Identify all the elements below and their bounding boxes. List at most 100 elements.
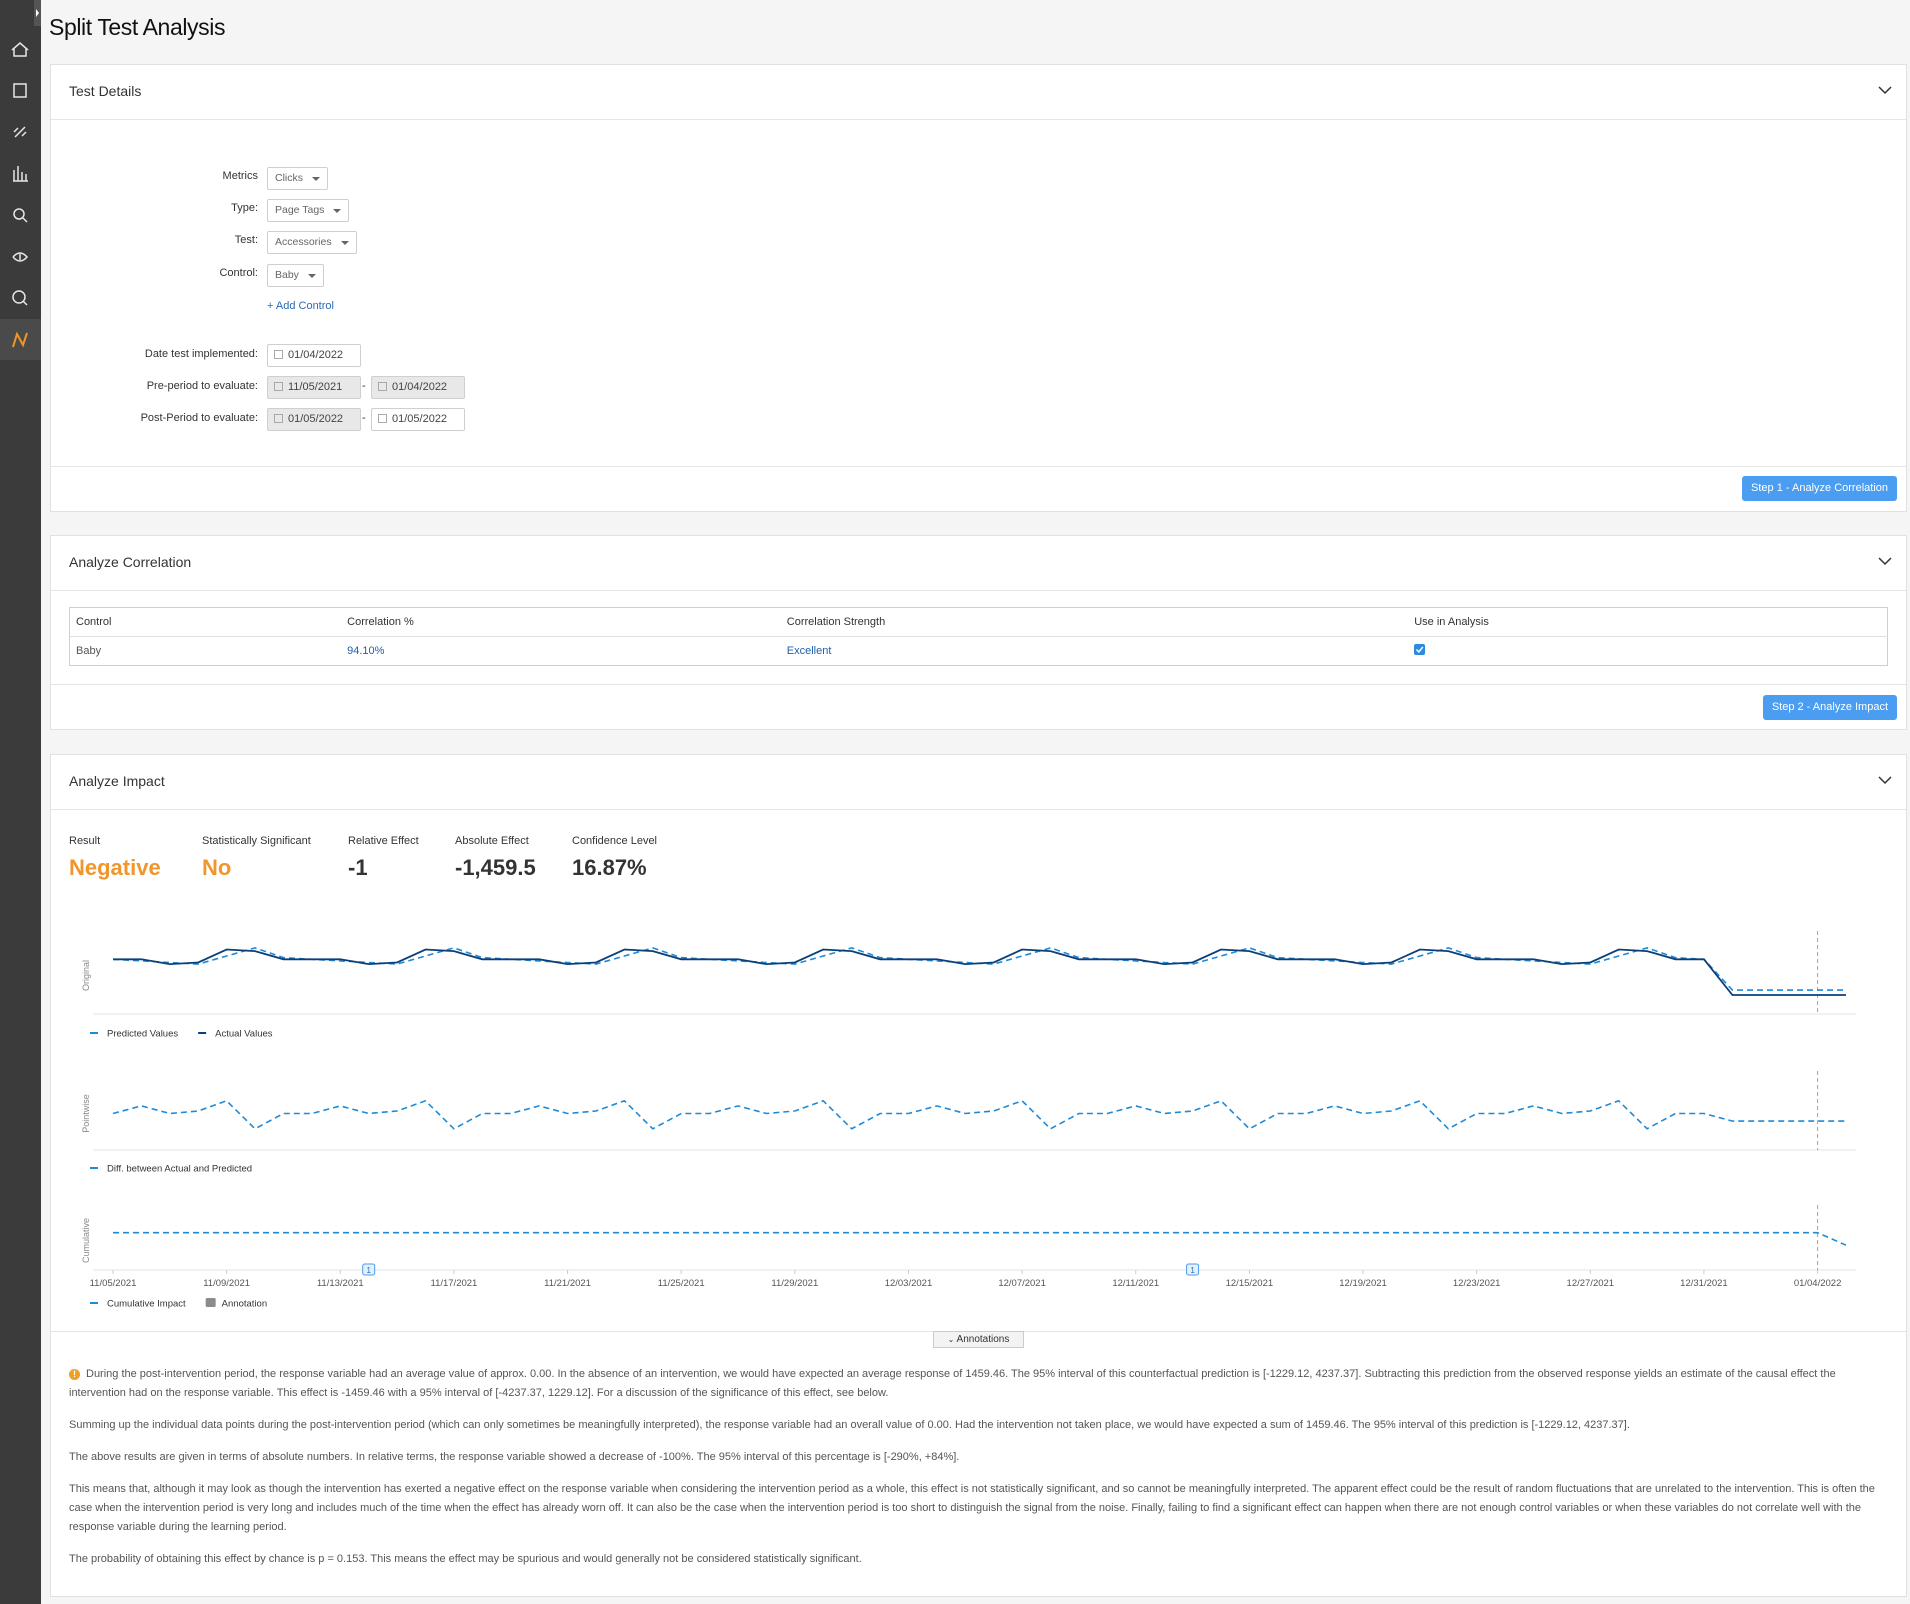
series-line	[112, 947, 1846, 991]
panel-header[interactable]: Analyze Correlation	[51, 536, 1906, 591]
page-title: Split Test Analysis	[49, 14, 226, 40]
date-separator: -	[362, 380, 366, 392]
legend-label: Cumulative Impact	[107, 1299, 186, 1310]
paragraph: ! During the post-intervention period, th…	[69, 1365, 1889, 1403]
pages-icon[interactable]	[13, 83, 27, 98]
x-tick-label: 12/07/2021	[998, 1278, 1046, 1289]
calendar-icon	[274, 414, 283, 423]
x-tick-label: 11/21/2021	[544, 1278, 591, 1289]
eye-icon[interactable]	[12, 252, 28, 262]
chart-icon[interactable]	[13, 166, 28, 182]
series-line	[113, 948, 1846, 996]
date-value: 01/04/2022	[392, 381, 448, 393]
column-header: Control	[69, 607, 342, 637]
table-cell: Excellent	[786, 645, 832, 657]
legend-label: Annotation	[222, 1299, 267, 1310]
calendar-icon	[274, 350, 283, 359]
test-details-panel: Test Details Metrics Clicks Type: Page Tags…	[50, 64, 1907, 512]
correlation-table: Control Correlation % Correlation Strength…	[69, 607, 1888, 666]
panel-header[interactable]: Analyze Impact	[51, 755, 1906, 810]
paragraph-text: The above results are given in terms of …	[69, 1451, 960, 1463]
legend-label: Actual Values	[215, 1029, 273, 1040]
analyze-impact-button[interactable]: Step 2 - Analyze Impact	[1762, 695, 1897, 720]
x-tick-label: 11/05/2021	[90, 1278, 137, 1289]
dropdown[interactable]: Page Tags	[267, 199, 350, 222]
paragraph: This means that, although it may look as…	[69, 1480, 1889, 1537]
date-value: 01/04/2022	[288, 349, 344, 361]
checkbox-checked[interactable]	[1414, 644, 1426, 655]
info-icon: !	[69, 1369, 80, 1380]
add-control-link[interactable]: + Add Control	[267, 300, 334, 312]
collapse-chevron[interactable]	[1878, 556, 1892, 566]
sidebar-icons	[0, 0, 41, 360]
x-tick-label: 12/19/2021	[1339, 1278, 1387, 1289]
date-input: 11/05/2021	[267, 376, 361, 399]
legend-label: Diff. between Actual and Predicted	[107, 1164, 252, 1175]
y-axis-title: Cumulative	[81, 1218, 91, 1263]
column-header: Correlation %	[341, 607, 781, 637]
collapse-chevron[interactable]	[1878, 85, 1892, 95]
sidebar	[0, 0, 41, 1604]
use-cell	[1408, 637, 1887, 666]
table-row: Baby 94.10% Excellent	[70, 637, 1888, 666]
date-label: Post-Period to evaluate:	[140, 412, 258, 424]
stat-label: Relative Effect	[348, 835, 419, 847]
table-cell: Baby	[76, 645, 102, 657]
summary-text: ! During the post-intervention period, th…	[69, 1365, 1889, 1582]
dropdown[interactable]: Clicks	[267, 167, 328, 190]
column-header: Correlation Strength	[780, 607, 1409, 637]
paragraph-text: During the post-intervention period, the…	[69, 1368, 1836, 1399]
paragraph: The above results are given in terms of …	[69, 1448, 1889, 1467]
x-tick-label: 12/03/2021	[885, 1278, 933, 1289]
dropdown[interactable]: Baby	[267, 264, 324, 287]
x-tick-label: 12/23/2021	[1453, 1278, 1501, 1289]
field-label: Metrics	[222, 170, 258, 182]
panel-header[interactable]: Test Details	[51, 65, 1906, 120]
date-label: Date test implemented:	[144, 348, 258, 360]
x-tick-label: 12/11/2021	[1112, 1278, 1159, 1289]
y-axis-title: Original	[81, 960, 91, 991]
collapse-chevron[interactable]	[1878, 775, 1892, 785]
stat-value: Negative	[69, 855, 161, 880]
stat-label: Absolute Effect	[455, 835, 529, 847]
dropdown[interactable]: Accessories	[267, 231, 357, 254]
series-line	[113, 1231, 1847, 1246]
annotation-label: 1	[1190, 1266, 1195, 1275]
x-tick-label: 11/29/2021	[771, 1278, 818, 1289]
field-label: Test:	[234, 234, 258, 246]
report-icon[interactable]	[12, 290, 26, 304]
panel-title: Analyze Impact	[69, 773, 165, 789]
date-input[interactable]: 01/04/2022	[267, 344, 361, 367]
stat-label: Statistically Significant	[202, 835, 311, 847]
field-label: Type:	[231, 202, 258, 214]
annotations-toggle[interactable]: ⌄ Annotations	[933, 1331, 1024, 1348]
impact-panel: Analyze Impact Result Negative Statistical…	[50, 754, 1907, 1597]
x-tick-label: 11/25/2021	[658, 1278, 705, 1289]
stat-value: No	[202, 855, 232, 880]
annotation-marker	[1186, 1263, 1200, 1276]
impact-charts: Original Predicted Values Actual Values Poi…	[81, 931, 1856, 1310]
link-icon[interactable]	[13, 126, 27, 138]
calendar-icon	[378, 382, 387, 391]
paragraph-text: Summing up the individual data points du…	[69, 1419, 1630, 1431]
search-icon[interactable]	[13, 208, 25, 220]
table-header: Control Correlation % Correlation Strength…	[69, 607, 1888, 637]
field-label: Control:	[219, 267, 258, 279]
date-input[interactable]: 01/05/2022	[371, 408, 465, 431]
calendar-icon	[378, 414, 387, 423]
date-input: 01/04/2022	[371, 376, 465, 399]
y-axis-title: Pointwise	[81, 1094, 91, 1133]
panel-title: Test Details	[69, 83, 142, 99]
x-tick-label: 12/31/2021	[1680, 1278, 1728, 1289]
analyze-correlation-button[interactable]: Step 1 - Analyze Correlation	[1742, 476, 1897, 501]
annotations-label: Annotations	[956, 1334, 1010, 1345]
split-test-icon	[12, 331, 28, 348]
legend-swatch	[205, 1298, 216, 1307]
home-icon[interactable]	[11, 42, 29, 57]
paragraph-text: The probability of obtaining this effect…	[69, 1553, 862, 1565]
date-value: 01/05/2022	[288, 413, 344, 425]
annotation-label: 1	[366, 1266, 371, 1275]
date-value: 01/05/2022	[392, 413, 448, 425]
correlation-panel: Analyze Correlation Control Correlation %…	[50, 535, 1907, 730]
